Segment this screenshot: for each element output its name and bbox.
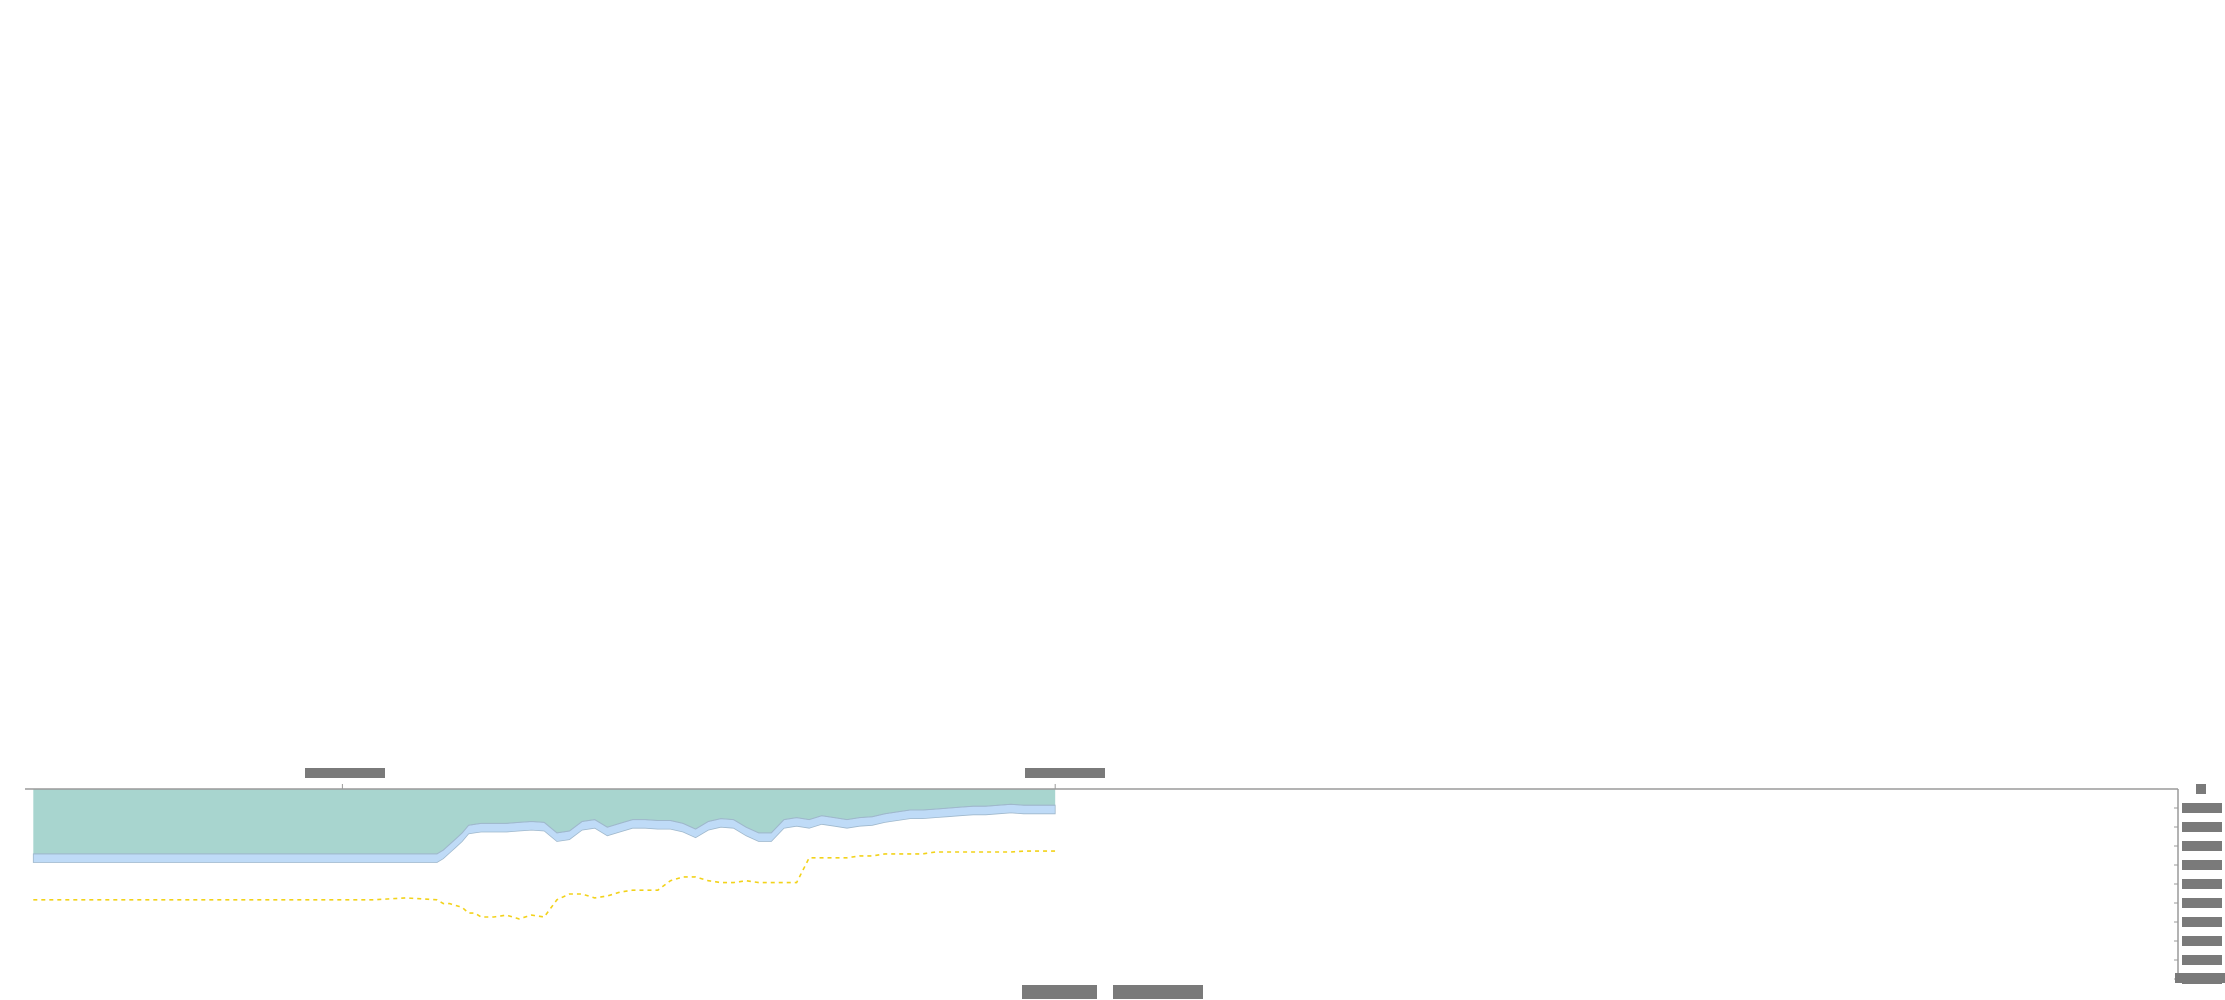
legend-item-box	[1113, 985, 1203, 999]
y-tick-label	[2182, 955, 2222, 965]
x-tick-label	[1025, 768, 1105, 778]
y-tick-label-box	[2182, 860, 2222, 870]
x-tick-label	[305, 768, 385, 778]
dashed-series-line	[33, 850, 1056, 920]
legend-item-box	[1022, 985, 1097, 999]
y-axis-top-label	[2196, 784, 2206, 794]
y-tick-label-box	[2182, 803, 2222, 813]
axis-labels	[305, 768, 2225, 999]
x-tick-label-box	[305, 768, 385, 778]
y-axis-bottom-label-box	[2175, 973, 2225, 983]
y-tick-label-box	[2182, 822, 2222, 832]
y-tick-label-box	[2182, 879, 2222, 889]
upper-edge-line	[33, 803, 1056, 855]
y-tick-label	[2182, 841, 2222, 851]
legend-item	[1022, 985, 1097, 999]
x-tick-label-box	[1025, 768, 1105, 778]
y-tick-label-box	[2182, 917, 2222, 927]
y-tick-label	[2182, 803, 2222, 813]
y-tick-label-box	[2182, 936, 2222, 946]
upper-area	[33, 789, 1056, 854]
plot-area	[32, 789, 1056, 920]
legend-item	[1113, 985, 1203, 999]
y-tick-label	[2182, 898, 2222, 908]
y-axis-bottom-label	[2175, 973, 2225, 983]
y-tick-label-box	[2182, 898, 2222, 908]
y-tick-label	[2182, 936, 2222, 946]
y-tick-label	[2182, 879, 2222, 889]
y-tick-label	[2182, 822, 2222, 832]
y-tick-label	[2182, 860, 2222, 870]
y-tick-label	[2182, 917, 2222, 927]
y-tick-label-box	[2182, 841, 2222, 851]
y-tick-label-box	[2182, 955, 2222, 965]
y-axis-top-label-box	[2196, 784, 2206, 794]
